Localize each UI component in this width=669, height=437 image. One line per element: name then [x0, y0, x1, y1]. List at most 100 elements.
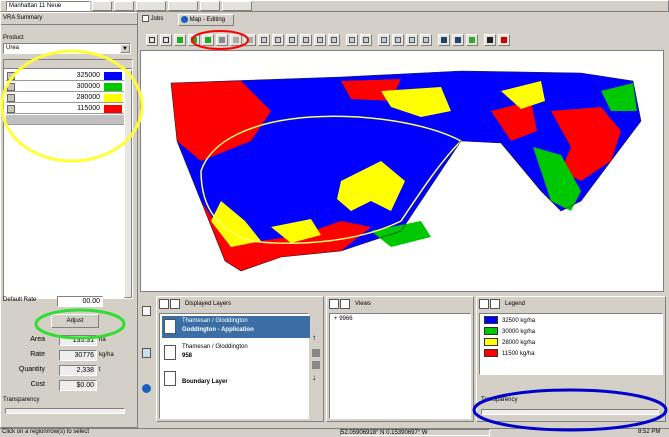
status-message: Click on a region/row(s) to select [2, 429, 90, 435]
grid-toggle-icon[interactable] [466, 34, 478, 46]
grid-icon[interactable] [202, 34, 214, 46]
layers-header-icon[interactable] [159, 299, 169, 309]
product-select[interactable]: Urea ▼ [3, 43, 131, 54]
layers-header-icon-2[interactable] [170, 299, 180, 309]
quantity-value: 2,338 [59, 365, 97, 376]
layer-subname: Boundary Layer [182, 379, 228, 385]
top-btn-3[interactable] [136, 1, 166, 11]
pencil-icon[interactable] [216, 34, 228, 46]
top-btn-6[interactable] [222, 1, 252, 11]
adjust-button[interactable]: Adjust [51, 314, 99, 328]
cut-icon[interactable] [286, 34, 298, 46]
transparency-label: Transparency [3, 397, 40, 403]
eraser-icon[interactable] [230, 34, 242, 46]
split-icon[interactable] [244, 34, 256, 46]
top-btn-2[interactable] [114, 1, 134, 11]
top-btn-1[interactable] [92, 1, 112, 11]
merge-icon[interactable] [258, 34, 270, 46]
save-icon[interactable] [484, 34, 496, 46]
zoom-in-icon[interactable] [174, 34, 186, 46]
tab-map-editing[interactable]: Map - Editing [178, 14, 234, 26]
legend-item-label: 30000 kg/ha [502, 329, 536, 335]
legend-swatch [484, 316, 498, 325]
legend-header-icon[interactable] [479, 299, 489, 309]
chevron-down-icon[interactable]: ▼ [120, 44, 130, 53]
fill-icon[interactable] [272, 34, 284, 46]
tab-jobs[interactable]: Jobs [142, 15, 176, 25]
top-btn-5[interactable] [200, 1, 220, 11]
tab-bar: Jobs Map - Editing [140, 14, 280, 26]
quantity-unit: t [99, 367, 101, 373]
rate-row[interactable]: 325000 [6, 71, 124, 81]
layer-subname: 958 [182, 353, 193, 359]
rate-swatch [104, 83, 122, 91]
field-zone-yellow [381, 87, 451, 117]
zoom-extent-icon[interactable] [360, 34, 372, 46]
field-map [170, 70, 642, 272]
layer-name: Thamesan / Gloddington [182, 318, 248, 324]
rate-label: Rate [30, 351, 45, 358]
scrollbar[interactable] [124, 70, 132, 298]
legend-box: 32500 kg/ha 30000 kg/ha 28000 kg/ha 1150… [479, 313, 663, 375]
rate-row[interactable]: 280000 [6, 93, 124, 103]
transparency-slider[interactable] [5, 408, 125, 414]
move-layer-icon-2[interactable] [312, 361, 320, 369]
views-header-icon-2[interactable] [340, 299, 350, 309]
copy-icon[interactable] [300, 34, 312, 46]
select-icon[interactable] [146, 34, 158, 46]
pan-icon[interactable] [160, 34, 172, 46]
area-label: Area [30, 336, 45, 343]
move-down-icon[interactable]: ↓ [312, 373, 316, 382]
default-rate-input[interactable]: 00.00 [57, 296, 103, 307]
legend-swatch [484, 349, 498, 358]
font-combo[interactable]: Manhattan 11 Neue [6, 1, 90, 11]
views-list-item[interactable]: + 9966 [334, 316, 353, 322]
legend-transparency-slider[interactable] [481, 409, 659, 415]
undo-icon[interactable] [328, 34, 340, 46]
move-layer-icon[interactable] [312, 349, 320, 357]
layer-item[interactable]: Thamesan / Gloddington Goddington - Appl… [162, 316, 310, 338]
legend-item: 32500 kg/ha [484, 316, 535, 326]
info-icon[interactable] [142, 384, 151, 393]
legend-item: 28000 kg/ha [484, 338, 535, 348]
zoom-window-icon[interactable] [346, 34, 358, 46]
rate-value: 280000 [76, 94, 100, 101]
layers-icon[interactable] [438, 34, 450, 46]
move-up-icon[interactable]: ↑ [312, 333, 316, 342]
rate-swatch [104, 94, 122, 102]
adjust-button-label: Adjust [66, 318, 84, 324]
area-value: 135.31 [59, 335, 97, 346]
page-icon[interactable] [142, 306, 151, 316]
expand-icon[interactable]: + [334, 316, 338, 322]
jobs-icon [142, 15, 149, 22]
legend-header-icon-2[interactable] [490, 299, 500, 309]
rate-row-empty[interactable] [6, 115, 124, 125]
legend-item-label: 11500 kg/ha [502, 351, 535, 357]
table-icon[interactable] [142, 348, 151, 358]
paste-icon[interactable] [314, 34, 326, 46]
layer-icon [164, 371, 176, 386]
row-handle-icon [7, 83, 15, 91]
rate-unit: kg/ha [99, 352, 114, 358]
layer-item[interactable]: Thamesan / Gloddington 958 [162, 342, 310, 364]
zoom-out-icon[interactable] [188, 34, 200, 46]
views-header-icon[interactable] [329, 299, 339, 309]
top-btn-4[interactable] [168, 1, 198, 11]
zoom-prev-icon[interactable] [392, 34, 404, 46]
measure-icon[interactable] [406, 34, 418, 46]
layer-item[interactable]: Boundary Layer [162, 368, 310, 390]
rate-row[interactable]: 300000 [6, 82, 124, 92]
binoculars-icon[interactable] [420, 34, 432, 46]
zoom-layer-icon[interactable] [378, 34, 390, 46]
quantity-label: Quantity [18, 366, 45, 373]
export-icon[interactable] [452, 34, 464, 46]
views-panel: Views + 9966 [326, 296, 474, 422]
field-zone-green [601, 83, 637, 111]
field-zone-red [491, 101, 537, 141]
field-zone-yellow [211, 201, 261, 247]
delete-icon[interactable] [498, 34, 510, 46]
views-list: + 9966 [329, 313, 471, 419]
cost-label: Cost [30, 381, 45, 388]
map-canvas[interactable] [140, 50, 664, 292]
rate-row[interactable]: 115000 [6, 104, 124, 114]
